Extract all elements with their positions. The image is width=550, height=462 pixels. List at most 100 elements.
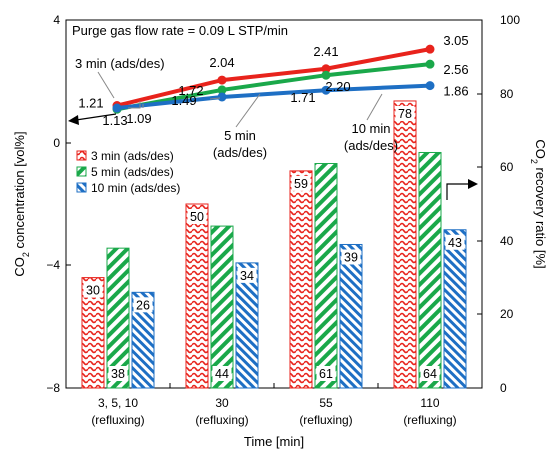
ytick-left-3: 4 bbox=[53, 13, 60, 27]
bar-label-5min-3: 64 bbox=[423, 367, 437, 381]
ytick-right-4: 80 bbox=[500, 87, 514, 101]
legend-label-5min: 5 min (ads/des) bbox=[91, 165, 174, 179]
left-axis-arrow bbox=[68, 113, 117, 125]
bar-10min-2 bbox=[339, 243, 363, 389]
bar-10min-1 bbox=[235, 262, 259, 389]
legend: 3 min (ads/des) 5 min (ads/des) 10 min (… bbox=[76, 149, 180, 195]
ytick-left-0: −8 bbox=[46, 381, 60, 395]
x-axis-title: Time [min] bbox=[244, 434, 304, 449]
point-label-3min-0: 1.21 bbox=[78, 96, 103, 111]
point-10min-2 bbox=[321, 85, 331, 95]
bar-label-bg-10min-2 bbox=[341, 249, 361, 265]
ytick-right-1: 20 bbox=[500, 307, 514, 321]
xtick-1-line2: (refluxing) bbox=[195, 413, 248, 427]
axis-ticks bbox=[66, 19, 482, 389]
xtick-3-line1: 110 bbox=[420, 396, 439, 410]
bar-label-bg-3min-2 bbox=[291, 175, 311, 191]
point-3min-2 bbox=[321, 64, 331, 74]
lines-layer bbox=[112, 44, 435, 114]
y-axis-right-title: CO2 recovery ratio [%] bbox=[529, 139, 548, 268]
line-10min bbox=[116, 83, 431, 111]
xtick-2-line2: (refluxing) bbox=[299, 413, 352, 427]
xtick-3-line2: (refluxing) bbox=[403, 413, 456, 427]
point-10min-0 bbox=[112, 103, 122, 113]
legend-swatch-5min bbox=[76, 166, 87, 177]
point-label-10min-2: 1.71 bbox=[290, 90, 315, 105]
bar-3min-3 bbox=[393, 100, 417, 389]
point-label-5min-1: 1.72 bbox=[178, 83, 203, 98]
point-3min-1 bbox=[217, 75, 227, 85]
bar-3min-1 bbox=[185, 203, 209, 389]
bar-10min-0 bbox=[131, 291, 155, 389]
point-3min-3 bbox=[425, 44, 435, 54]
point-10min-3 bbox=[425, 81, 435, 91]
ytick-right-3: 60 bbox=[500, 160, 514, 174]
bar-3min-0 bbox=[81, 277, 105, 389]
bars-layer bbox=[81, 100, 467, 389]
ytick-right-2: 40 bbox=[500, 234, 514, 248]
right-axis-arrow bbox=[446, 179, 478, 200]
point-label-3min-1: 2.04 bbox=[209, 55, 234, 70]
ytick-right-0: 0 bbox=[500, 381, 507, 395]
annotation-10min-a: 10 min bbox=[351, 121, 390, 136]
bar-label-3min-3: 78 bbox=[398, 107, 412, 121]
line-5min bbox=[116, 62, 431, 112]
legend-swatch-3min bbox=[76, 150, 87, 161]
annotation-leaders bbox=[97, 71, 383, 128]
point-5min-3 bbox=[425, 59, 435, 69]
bar-label-bg-3min-0 bbox=[83, 282, 103, 298]
bar-label-3min-2: 59 bbox=[294, 177, 308, 191]
point-5min-1 bbox=[217, 85, 227, 95]
bar-label-bg-5min-1 bbox=[212, 366, 232, 381]
bar-label-bg-3min-1 bbox=[187, 209, 207, 224]
bar-label-5min-2: 61 bbox=[319, 367, 333, 381]
legend-label-3min: 3 min (ads/des) bbox=[91, 149, 174, 163]
ytick-left-1: −4 bbox=[46, 258, 60, 272]
point-10min-1 bbox=[217, 92, 227, 102]
bar-label-3min-0: 30 bbox=[86, 284, 100, 298]
bar-label-10min-1: 34 bbox=[240, 269, 254, 283]
point-label-5min-0: 1.09 bbox=[126, 111, 151, 126]
point-label-5min-2: 2.20 bbox=[325, 79, 350, 94]
bar-label-10min-0: 26 bbox=[136, 298, 150, 312]
bar-10min-3 bbox=[443, 229, 467, 389]
bar-label-bg-5min-2 bbox=[316, 366, 336, 381]
line-labels-layer: 1.21 2.04 2.41 3.05 1.09 1.72 2.20 2.56 1.13 1.49… bbox=[78, 33, 468, 128]
point-label-10min-3: 1.86 bbox=[443, 84, 468, 99]
bar-label-5min-1: 44 bbox=[215, 367, 229, 381]
bar-3min-2 bbox=[289, 170, 313, 389]
bar-label-bg-10min-0 bbox=[133, 297, 153, 313]
bar-label-10min-3: 43 bbox=[448, 236, 462, 250]
bar-label-bg-10min-1 bbox=[237, 267, 257, 283]
point-5min-2 bbox=[321, 70, 331, 80]
bar-label-5min-0: 38 bbox=[111, 367, 125, 381]
bar-5min-2 bbox=[314, 163, 338, 389]
ytick-right-5: 100 bbox=[500, 13, 520, 27]
xtick-2-line1: 55 bbox=[319, 396, 333, 410]
bar-5min-3 bbox=[418, 151, 442, 389]
bar-label-bg-10min-3 bbox=[445, 234, 465, 250]
ytick-left-2: 0 bbox=[53, 136, 60, 150]
annotation-10min-b: (ads/des) bbox=[344, 138, 398, 153]
legend-swatch-10min bbox=[76, 182, 87, 193]
point-label-3min-2: 2.41 bbox=[313, 44, 338, 59]
annotation-5min-b: (ads/des) bbox=[213, 145, 267, 160]
point-label-5min-3: 2.56 bbox=[443, 62, 468, 77]
xtick-0-line1: 3, 5, 10 bbox=[98, 396, 138, 410]
line-3min bbox=[116, 47, 431, 108]
point-label-10min-0: 1.13 bbox=[102, 113, 127, 128]
xtick-0-line2: (refluxing) bbox=[91, 413, 144, 427]
bar-labels-layer: 30 50 59 78 38 44 61 64 26 34 39 43 bbox=[83, 105, 465, 381]
bar-label-bg-3min-3 bbox=[395, 105, 415, 121]
annotation-5min-a: 5 min bbox=[224, 128, 256, 143]
bar-label-bg-5min-3 bbox=[420, 366, 440, 381]
chart-title: Purge gas flow rate = 0.09 L STP/min bbox=[72, 23, 288, 38]
xtick-1-line1: 30 bbox=[215, 396, 229, 410]
legend-label-10min: 10 min (ads/des) bbox=[91, 181, 180, 195]
annotation-3min: 3 min (ads/des) bbox=[75, 56, 165, 71]
bar-5min-1 bbox=[210, 225, 234, 389]
bar-label-bg-5min-0 bbox=[108, 366, 128, 381]
bar-label-10min-2: 39 bbox=[344, 250, 358, 264]
y-axis-left-title: CO2 concentration [vol%] bbox=[12, 131, 31, 276]
